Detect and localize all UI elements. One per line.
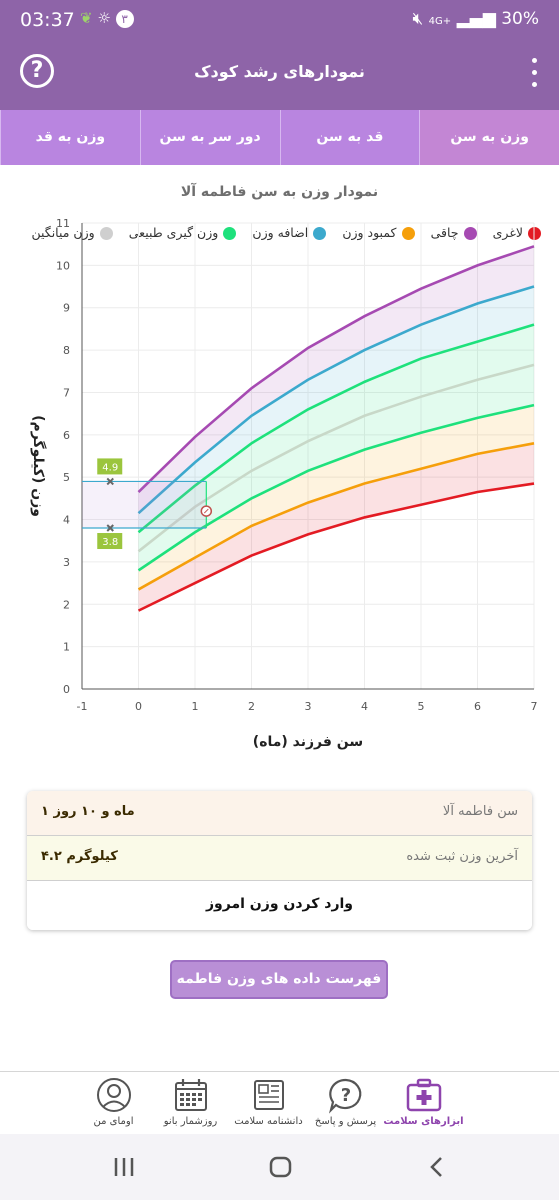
band-fill (138, 246, 534, 514)
band-fill (138, 405, 534, 590)
home-icon[interactable] (269, 1156, 292, 1178)
series-line (137, 245, 535, 493)
current-weight-point-slash (203, 508, 209, 514)
status-time: 03:37 (20, 9, 75, 31)
x-tick-label: 2 (248, 700, 255, 713)
app-bar: ? نمودارهای رشد کودک (0, 38, 559, 110)
leaf-icon: ❦ (80, 9, 93, 27)
medical-kit-icon (406, 1078, 441, 1112)
weight-label: آخرین وزن ثبت شده (406, 849, 518, 864)
age-row: سن فاطمه آلا ۱ ماه و ۱۰ روز (27, 791, 532, 836)
age-label: سن فاطمه آلا (442, 804, 518, 819)
nav-health-tools[interactable]: ابزارهای سلامت (376, 1076, 471, 1127)
y-tick-label: 4 (63, 514, 70, 527)
status-right: 🔇︎ 4G+ ▂▄▆ 30% (413, 9, 539, 29)
signal-icon: ▂▄▆ (456, 9, 496, 29)
recent-apps-icon[interactable] (114, 1158, 134, 1176)
newspaper-icon (253, 1080, 284, 1110)
nav-my-profile[interactable]: اومای من (66, 1076, 161, 1127)
y-tick-label: 10 (56, 259, 70, 272)
y-tick-label: 5 (63, 471, 70, 484)
band-fill (138, 324, 534, 552)
x-tick-label: 3 (305, 700, 312, 713)
status-notif-icons: ❦ ☼ ٣ (80, 9, 134, 28)
range-x-mark (106, 524, 114, 532)
series-line (137, 363, 535, 553)
y-tick-label: 11 (56, 217, 70, 230)
battery-level: 30% (501, 9, 539, 29)
nav-encyclopedia[interactable]: دانشنامه سلامت (221, 1076, 316, 1127)
tab-weight-for-age[interactable]: وزن به سن (419, 110, 559, 165)
legend-item[interactable]: چاقی (431, 225, 477, 240)
series-line (137, 442, 535, 591)
tab-height-for-age[interactable]: قد به سن (279, 110, 420, 165)
legend-item[interactable]: کمبود وزن (342, 225, 415, 240)
range-band (82, 481, 207, 529)
series-line (137, 482, 535, 612)
series-line (137, 323, 535, 534)
band-fill (138, 443, 534, 611)
growth-chart: 0 1 2 3 4 5 6 7 8 9 10 11 -1 0 1 2 3 4 5 6 7 سن فرزند (ماه) وز… (30, 217, 538, 750)
x-tick-label: 4 (361, 700, 368, 713)
more-vert-icon[interactable] (529, 56, 539, 90)
chart-legend: لاغری چاقی کمبود وزن اضافه وزن وزن گیری … (0, 222, 541, 244)
question-bubble-icon: ? (328, 1078, 361, 1114)
x-axis-label: سن فرزند (ماه) (253, 734, 363, 750)
x-tick-label: 1 (192, 700, 199, 713)
status-bar: 03:37 ❦ ☼ ٣ 🔇︎ 4G+ ▂▄▆ 30% (0, 0, 559, 38)
chart-title: نمودار وزن به سن فاطمه آلا (180, 184, 379, 200)
age-value: ۱ ماه و ۱۰ روز (41, 804, 135, 819)
user-avatar-icon (96, 1078, 131, 1112)
system-nav-bar (0, 1134, 559, 1200)
calendar-icon (174, 1079, 207, 1111)
x-tick-label: 6 (474, 700, 481, 713)
tab-weight-for-height[interactable]: وزن به قد (0, 110, 140, 165)
nav-calendar[interactable]: روزشمار بانو (143, 1076, 238, 1127)
series-line (137, 285, 535, 515)
upper-range-badge (97, 458, 123, 475)
series-line (137, 403, 535, 572)
band-fill (138, 364, 534, 571)
chart-tabs: وزن به سن قد به سن دور سر به سن وزن به ق… (0, 110, 559, 165)
upper-range-label: 4.9 (102, 462, 118, 473)
lower-range-label: 3.8 (102, 537, 118, 548)
weight-list-button[interactable]: فهرست داده های وزن فاطمه آلا (170, 960, 388, 1022)
band-fill (138, 286, 534, 533)
legend-item[interactable]: اضافه وزن (252, 225, 327, 240)
x-tick-label: 0 (135, 700, 142, 713)
network-type: 4G+ (428, 16, 452, 27)
y-tick-label: 0 (63, 683, 70, 696)
question-circle-icon: ? (30, 58, 44, 83)
nav-qa[interactable]: ? پرسش و پاسخ (298, 1076, 393, 1127)
notif-count-badge: ٣ (115, 10, 134, 28)
bottom-nav: ابزارهای سلامت ? پرسش و پاسخ دانشنامه سل… (0, 1071, 559, 1135)
lower-range-badge (97, 533, 123, 550)
y-tick-label: 3 (63, 556, 70, 569)
weight-value: ۴.۲ کیلوگرم (41, 849, 118, 864)
x-tick-label: -1 (77, 700, 88, 713)
svg-text:?: ? (340, 1085, 350, 1106)
enter-weight-label: وارد کردن وزن امروز (206, 896, 353, 912)
help-button[interactable]: ? (20, 54, 54, 88)
y-tick-label: 8 (63, 344, 70, 357)
back-icon[interactable] (430, 1157, 442, 1177)
x-tick-label: 7 (531, 700, 538, 713)
app-title: نمودارهای رشد کودک (194, 62, 365, 81)
y-tick-label: 7 (63, 386, 70, 399)
brightness-icon: ☼ (97, 9, 111, 27)
weight-row: آخرین وزن ثبت شده ۴.۲ کیلوگرم (27, 836, 532, 881)
legend-item[interactable]: وزن گیری طبیعی (129, 225, 237, 240)
y-tick-label: 6 (63, 429, 70, 442)
info-card: سن فاطمه آلا ۱ ماه و ۱۰ روز آخرین وزن ثب… (27, 791, 532, 930)
legend-item[interactable]: وزن میانگین (32, 225, 113, 240)
enter-weight-button[interactable]: وارد کردن وزن امروز (27, 881, 532, 930)
mute-icon: 🔇︎ (412, 9, 424, 29)
y-axis-label: وزن (کیلوگرم) (30, 415, 47, 517)
tab-head-for-age[interactable]: دور سر به سن (139, 110, 280, 165)
y-tick-label: 9 (63, 302, 70, 315)
y-tick-label: 2 (63, 598, 70, 611)
range-x-mark (106, 477, 114, 486)
x-tick-label: 5 (418, 700, 425, 713)
y-tick-label: 1 (63, 641, 70, 654)
